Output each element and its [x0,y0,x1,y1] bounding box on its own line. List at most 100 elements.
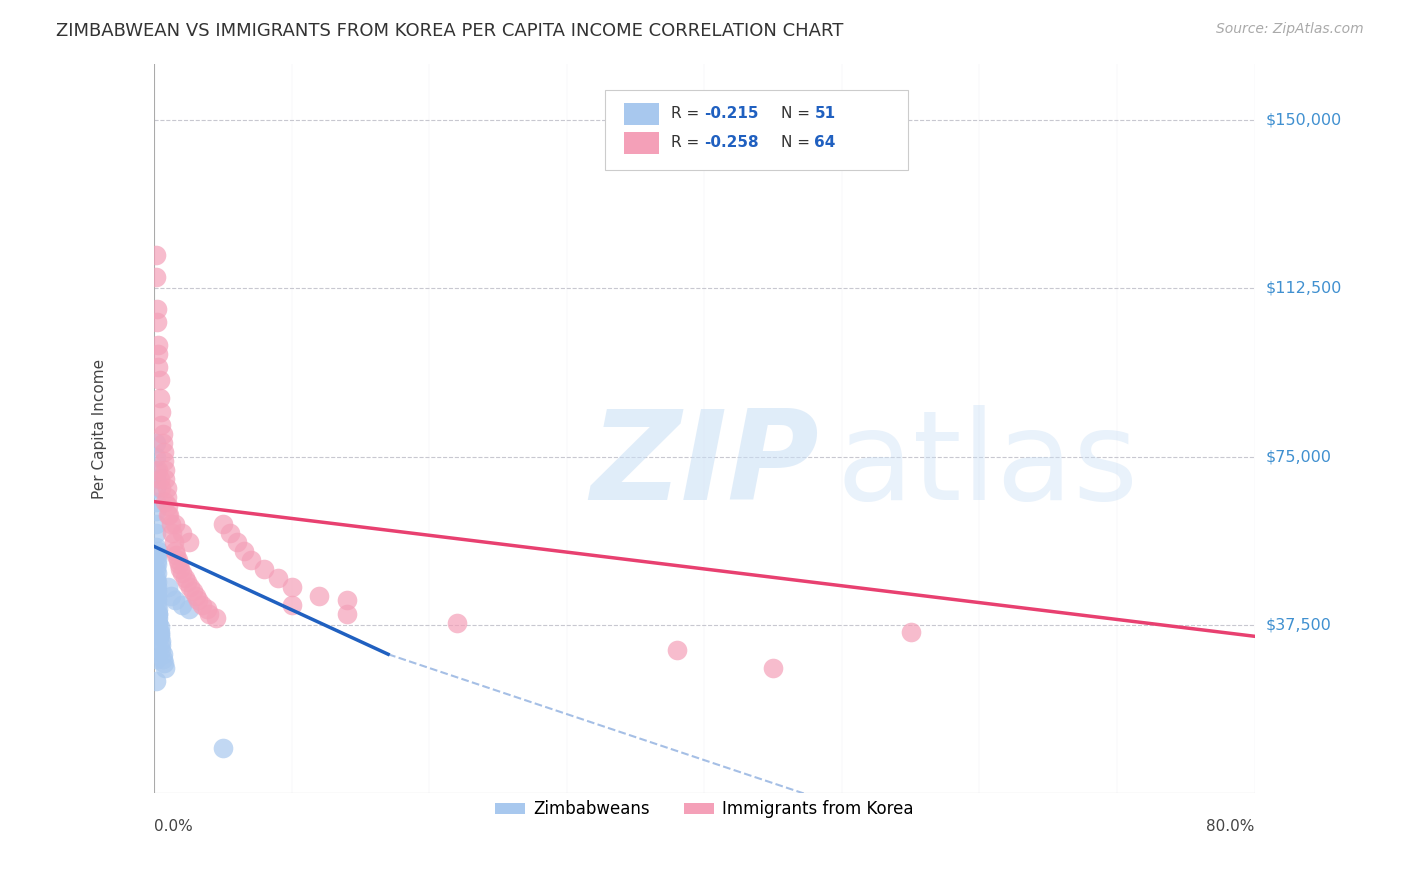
Text: R =: R = [672,106,704,121]
Point [145,517,167,532]
Point [198,607,221,621]
Point [176,575,198,590]
Point [148,337,170,351]
Point [212,741,235,756]
Point [239,553,262,567]
Point [267,571,290,585]
Point [308,589,330,603]
Text: N =: N = [782,136,815,151]
Point [177,535,200,549]
Point [157,499,180,513]
Text: Source: ZipAtlas.com: Source: ZipAtlas.com [1216,22,1364,37]
Point [181,584,204,599]
Point [166,553,188,567]
Text: $75,000: $75,000 [1265,450,1331,464]
Point [163,544,186,558]
Point [145,450,167,464]
Point [148,607,170,621]
Text: $37,500: $37,500 [1265,617,1331,632]
Point [155,494,177,508]
Point [145,503,167,517]
Point [150,642,173,657]
Point [165,549,187,563]
Point [173,571,195,585]
Point [159,517,181,532]
Point [336,593,359,607]
Point [170,598,193,612]
Point [163,517,186,532]
Point [149,624,172,639]
Point [184,589,207,603]
Point [148,544,170,558]
Point [162,535,184,549]
Point [167,558,190,572]
Point [155,463,177,477]
Text: 51: 51 [814,106,835,121]
Point [191,598,214,612]
FancyBboxPatch shape [624,132,659,153]
Point [145,651,167,665]
Point [149,392,172,406]
Point [156,481,179,495]
Point [150,481,173,495]
Point [157,580,180,594]
Point [900,624,922,639]
Point [232,544,254,558]
Point [146,558,169,572]
Point [146,593,169,607]
Text: Per Capita Income: Per Capita Income [91,359,107,499]
Point [225,535,247,549]
Point [145,463,167,477]
Point [148,620,170,634]
Point [187,593,209,607]
Point [253,562,276,576]
Text: -0.215: -0.215 [704,106,759,121]
Text: atlas: atlas [837,405,1139,525]
Point [169,562,191,576]
Point [150,418,173,433]
Point [145,248,167,262]
Point [148,602,170,616]
Point [146,553,169,567]
Point [150,405,173,419]
Point [145,674,167,689]
Point [177,602,200,616]
Point [149,374,172,388]
Text: 64: 64 [814,136,835,151]
Point [281,598,304,612]
Point [153,657,176,671]
Point [145,472,167,486]
Point [148,463,170,477]
Text: N =: N = [782,106,815,121]
Point [146,598,169,612]
Text: ZIMBABWEAN VS IMMIGRANTS FROM KOREA PER CAPITA INCOME CORRELATION CHART: ZIMBABWEAN VS IMMIGRANTS FROM KOREA PER … [56,22,844,40]
Point [170,526,193,541]
Point [159,589,181,603]
Point [159,508,181,522]
Point [145,494,167,508]
Point [153,454,176,468]
Point [160,526,183,541]
Legend: Zimbabweans, Immigrants from Korea: Zimbabweans, Immigrants from Korea [489,794,920,825]
Text: ZIP: ZIP [591,405,818,525]
Point [148,359,170,374]
Point [163,593,186,607]
Point [145,481,167,495]
Point [146,589,169,603]
Point [146,315,169,329]
Point [145,436,167,450]
Point [156,490,179,504]
Point [145,624,167,639]
Point [149,620,172,634]
Point [145,571,167,585]
Point [149,629,172,643]
Point [145,575,167,590]
Point [665,642,688,657]
Point [148,611,170,625]
Text: $150,000: $150,000 [1265,112,1341,128]
Point [146,549,169,563]
FancyBboxPatch shape [606,89,908,169]
Point [195,602,218,616]
Point [212,517,235,532]
Point [762,661,785,675]
